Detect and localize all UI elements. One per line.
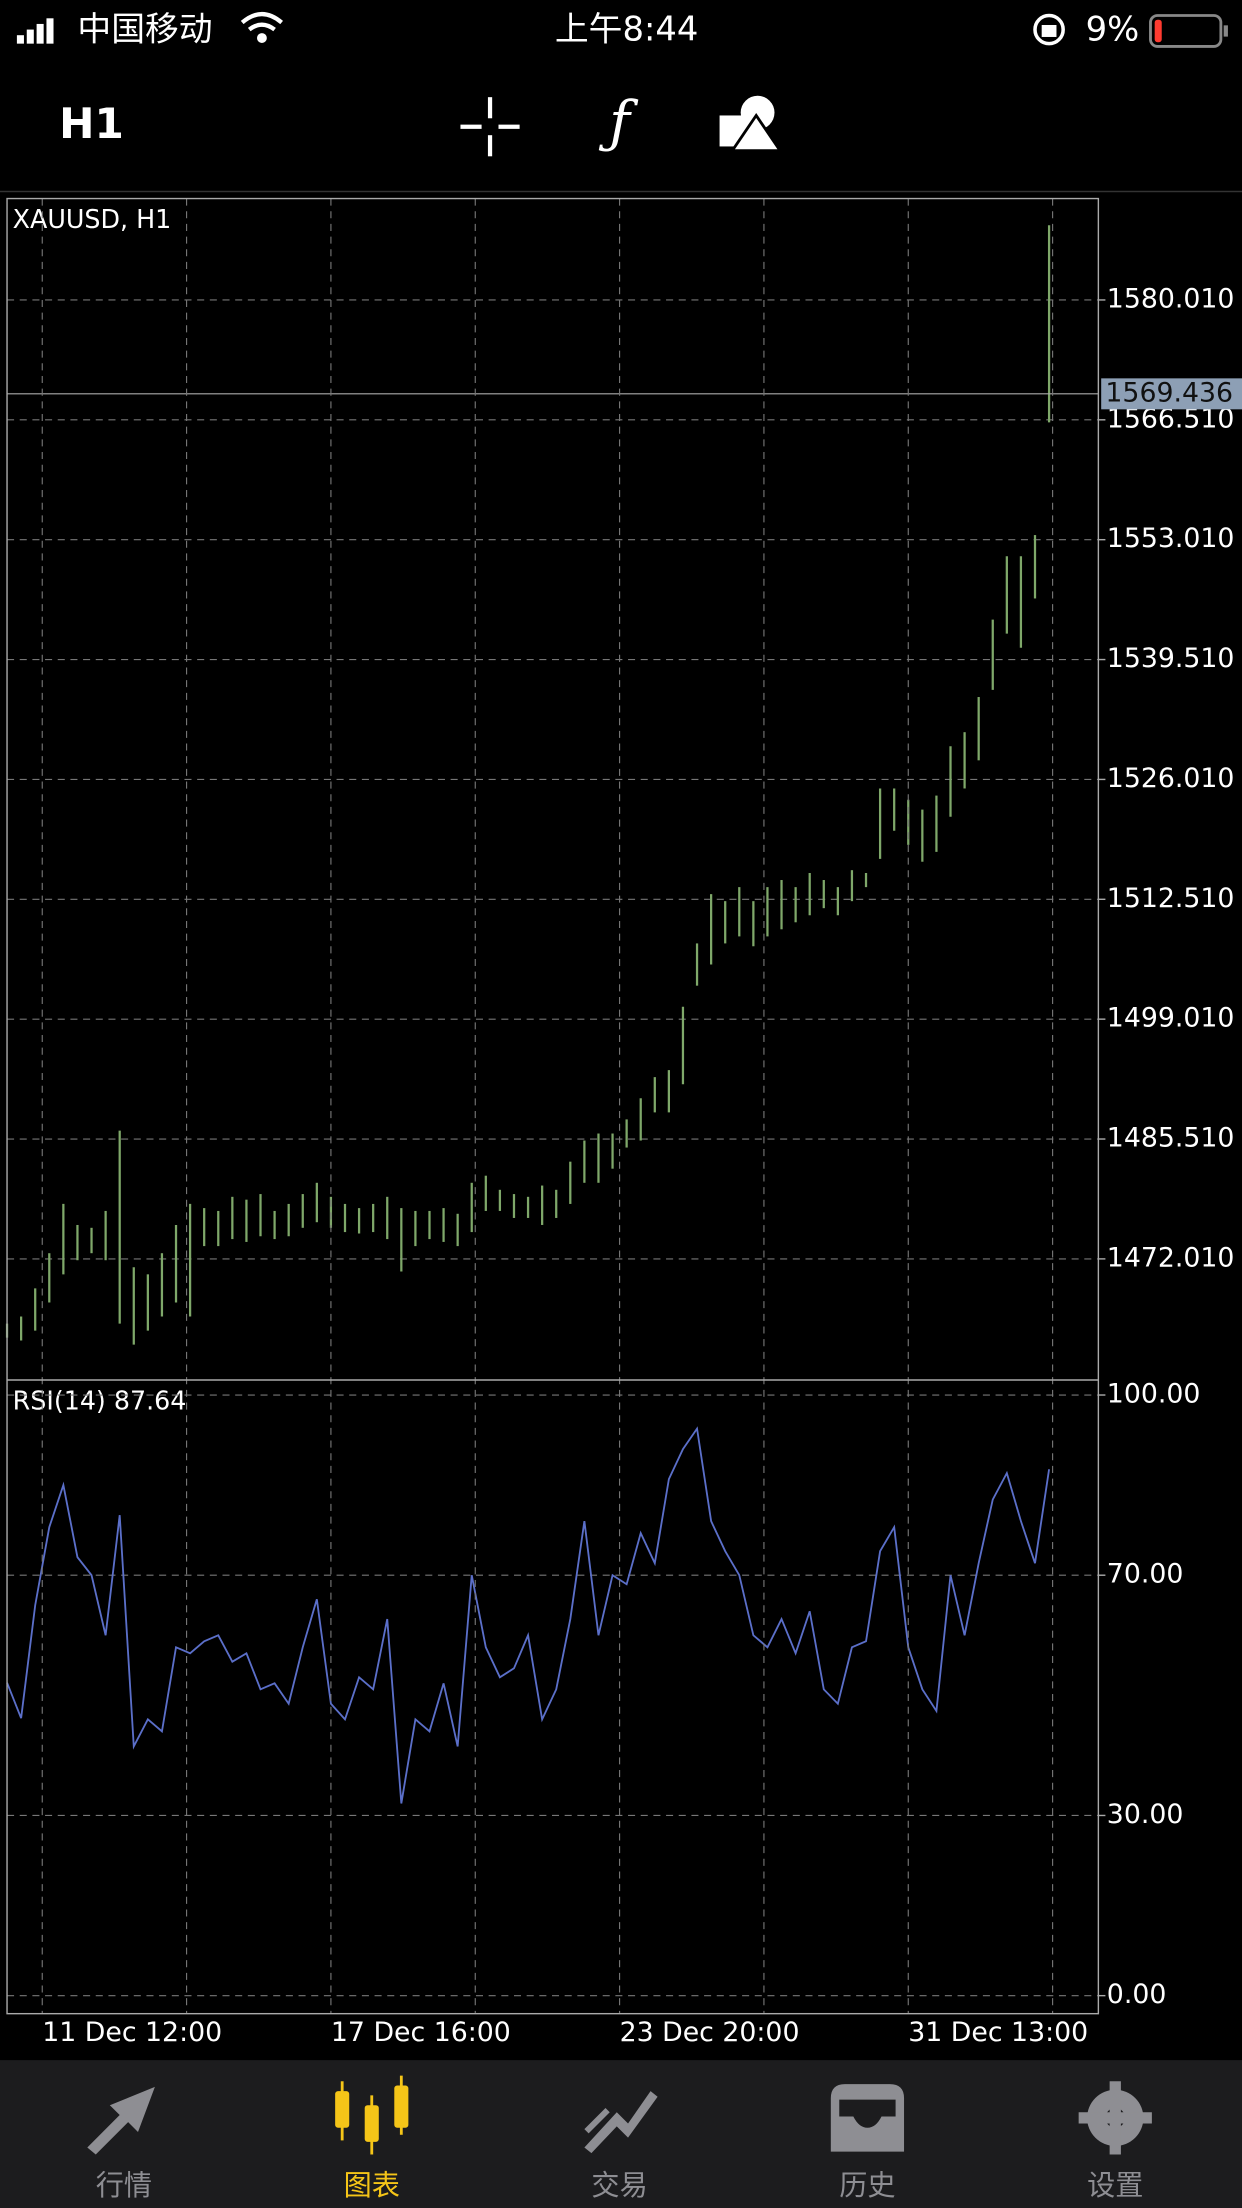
history-tab-icon[interactable] <box>830 2084 905 2152</box>
y-tick-label: 1485.510 <box>1107 1123 1235 1154</box>
crosshair-button[interactable] <box>460 97 520 157</box>
chart-tab-icon[interactable] <box>335 2075 409 2155</box>
last-price-box <box>1101 378 1242 410</box>
y-tick-label: 100.00 <box>1107 1379 1201 1410</box>
rsi-line <box>6 1426 1050 1804</box>
settings-tab-icon[interactable] <box>1078 2081 1152 2155</box>
y-tick-label: 1580.010 <box>1107 283 1235 314</box>
x-tick-label: 17 Dec 16:00 <box>331 2017 511 2048</box>
battery-percent: 9% <box>1086 9 1140 48</box>
carrier: 中国移动 <box>77 9 212 48</box>
y-tick-label: 70.00 <box>1107 1559 1184 1590</box>
y-tick-label: 1472.010 <box>1107 1242 1235 1273</box>
chart-frame <box>6 197 1100 2015</box>
x-tick-label: 11 Dec 12:00 <box>42 2017 222 2048</box>
tab-label[interactable]: 行情 <box>96 2169 152 2202</box>
tab-labels: 行情 图表 交易 历史 设置 <box>96 2169 1144 2202</box>
last-price-label: 1569.436 <box>1105 377 1233 408</box>
objects-button[interactable] <box>719 95 783 153</box>
y-tick-label: 1512.510 <box>1107 883 1235 914</box>
x-tick-label: 23 Dec 20:00 <box>620 2017 800 2048</box>
y-tick-label: 0.00 <box>1107 1979 1167 2010</box>
timeframe-button[interactable]: H1 <box>59 99 124 148</box>
rotation-lock-icon <box>1033 13 1065 46</box>
panel-title: RSI(14) 87.64 <box>13 1386 187 1416</box>
wifi-icon <box>240 11 284 43</box>
chart-area: XAUUSD, H11580.0101566.5101553.0101539.5… <box>5 198 1242 2048</box>
panel-title: XAUUSD, H1 <box>13 204 172 234</box>
trade-tab-icon[interactable] <box>584 2091 658 2154</box>
tab-label[interactable]: 交易 <box>591 2169 647 2202</box>
tab-label[interactable]: 历史 <box>839 2169 895 2202</box>
y-tick-label: 1499.010 <box>1107 1003 1235 1034</box>
tab-bar <box>0 2060 1242 2208</box>
y-tick-label: 1539.510 <box>1107 643 1235 674</box>
y-tick-label: 1526.010 <box>1107 763 1235 794</box>
x-tick-label: 31 Dec 13:00 <box>908 2017 1088 2048</box>
y-tick-label: 30.00 <box>1107 1799 1184 1830</box>
tab-label[interactable]: 图表 <box>344 2169 400 2202</box>
quotes-tab-icon[interactable] <box>87 2086 155 2155</box>
signal-icon <box>16 18 54 44</box>
battery-icon <box>1149 14 1228 48</box>
clock: 上午8:44 <box>555 9 698 48</box>
tab-label[interactable]: 设置 <box>1087 2169 1143 2202</box>
y-tick-label: 1553.010 <box>1107 523 1235 554</box>
